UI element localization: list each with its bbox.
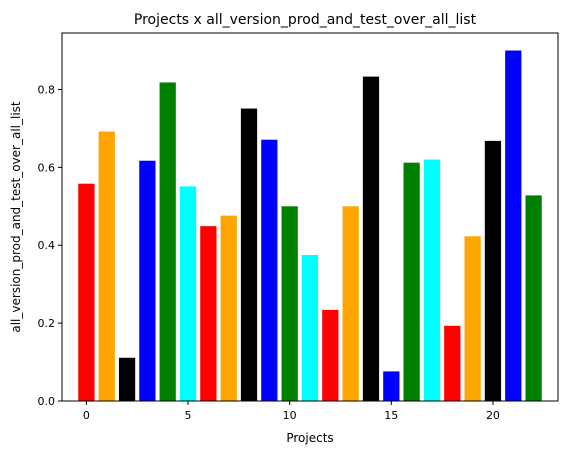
x-tick-label: 10 xyxy=(283,409,297,422)
bar-6 xyxy=(200,226,217,401)
bar-9 xyxy=(261,139,278,401)
y-axis-ticks: 0.0 0.2 0.4 0.6 0.8 xyxy=(38,83,62,408)
bar-13 xyxy=(342,206,359,401)
y-tick-label: 0.4 xyxy=(38,239,56,252)
x-tick-label: 0 xyxy=(83,409,90,422)
bar-7 xyxy=(220,215,237,401)
bar-4 xyxy=(159,82,176,402)
bar-19 xyxy=(464,236,481,401)
bar-20 xyxy=(484,140,502,401)
y-tick-label: 0.8 xyxy=(38,83,56,96)
x-tick-label: 20 xyxy=(486,409,500,422)
bar-0 xyxy=(78,183,95,401)
bar-1 xyxy=(98,131,115,401)
bar-11 xyxy=(301,254,319,401)
bar-10 xyxy=(281,206,298,401)
bar-12 xyxy=(322,309,339,401)
bar-21 xyxy=(505,50,522,402)
bar-14 xyxy=(362,76,380,402)
bar-15 xyxy=(383,371,400,401)
x-axis-label: Projects xyxy=(286,431,333,445)
bar-2 xyxy=(118,357,136,401)
bar-16 xyxy=(403,162,420,401)
bars-group xyxy=(78,50,542,402)
y-tick-label: 0.0 xyxy=(38,395,56,408)
x-axis-ticks: 0 5 10 15 20 xyxy=(83,401,500,422)
x-tick-label: 15 xyxy=(384,409,398,422)
chart-title: Projects x all_version_prod_and_test_ove… xyxy=(134,12,477,28)
bar-8 xyxy=(240,108,258,402)
y-axis-label: all_version_prod_and_test_over_all_list xyxy=(9,101,23,333)
bar-17 xyxy=(423,159,441,401)
bar-5 xyxy=(179,186,197,401)
bar-18 xyxy=(444,325,461,401)
plot-frame xyxy=(61,32,559,402)
bar-22 xyxy=(525,195,542,401)
bar-3 xyxy=(139,160,156,401)
y-tick-label: 0.6 xyxy=(38,161,56,174)
y-tick-label: 0.2 xyxy=(38,317,56,330)
x-tick-label: 5 xyxy=(185,409,192,422)
